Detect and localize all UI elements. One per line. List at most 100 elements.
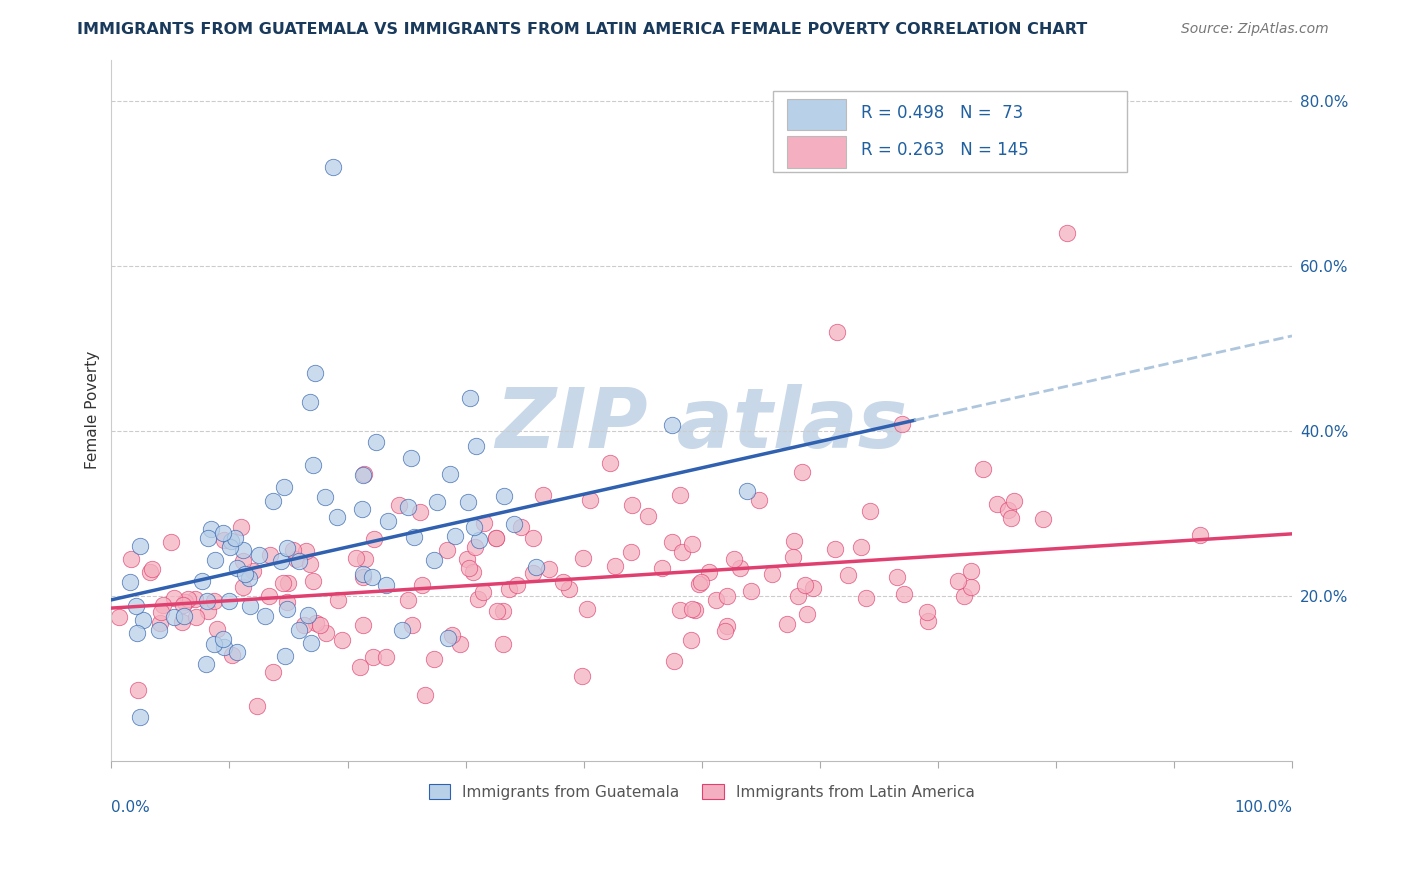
Point	[558, 582, 581, 596]
Point	[363, 532, 385, 546]
Point	[177, 592, 200, 607]
Point	[330, 633, 353, 648]
Point	[120, 574, 142, 589]
Point	[247, 548, 270, 562]
Point	[787, 589, 810, 603]
Point	[538, 562, 561, 576]
Point	[361, 569, 384, 583]
Point	[890, 417, 912, 431]
Point	[125, 626, 148, 640]
Point	[298, 558, 321, 572]
Y-axis label: Female Poverty: Female Poverty	[86, 351, 100, 469]
Point	[205, 623, 228, 637]
Point	[792, 465, 814, 479]
Point	[353, 467, 375, 481]
Point	[681, 537, 703, 551]
Text: R = 0.498   N =  73: R = 0.498 N = 73	[860, 103, 1024, 122]
Point	[661, 535, 683, 549]
Point	[128, 710, 150, 724]
Point	[148, 623, 170, 637]
Text: ZIP atlas: ZIP atlas	[495, 384, 908, 465]
Point	[494, 489, 516, 503]
Point	[681, 601, 703, 615]
Point	[170, 615, 193, 629]
Point	[1056, 226, 1078, 240]
FancyBboxPatch shape	[787, 136, 846, 168]
Point	[194, 657, 217, 671]
Point	[449, 637, 471, 651]
Point	[620, 545, 643, 559]
Point	[128, 539, 150, 553]
Point	[212, 632, 235, 646]
Point	[997, 503, 1019, 517]
Point	[440, 628, 463, 642]
Point	[849, 540, 872, 554]
Point	[463, 565, 485, 579]
Point	[426, 495, 449, 509]
Point	[443, 529, 465, 543]
Point	[697, 565, 720, 579]
Point	[202, 594, 225, 608]
Point	[139, 566, 162, 580]
Point	[456, 551, 478, 566]
Point	[837, 568, 859, 582]
Text: Source: ZipAtlas.com: Source: ZipAtlas.com	[1181, 22, 1329, 37]
Point	[796, 607, 818, 622]
Point	[361, 649, 384, 664]
Point	[716, 619, 738, 633]
Point	[794, 577, 817, 591]
Point	[184, 592, 207, 607]
Point	[620, 498, 643, 512]
Point	[152, 599, 174, 613]
Point	[352, 502, 374, 516]
Point	[396, 500, 419, 514]
Point	[299, 636, 322, 650]
Point	[288, 624, 311, 638]
Point	[917, 615, 939, 629]
Point	[959, 564, 981, 578]
Point	[283, 542, 305, 557]
Point	[352, 467, 374, 482]
Point	[510, 520, 533, 534]
Point	[436, 542, 458, 557]
Point	[953, 589, 976, 603]
Point	[761, 567, 783, 582]
Point	[218, 540, 240, 554]
Text: 0.0%: 0.0%	[111, 799, 150, 814]
Point	[972, 462, 994, 476]
Point	[662, 654, 685, 668]
Point	[354, 552, 377, 566]
Point	[120, 552, 142, 566]
Point	[458, 391, 481, 405]
Point	[946, 574, 969, 588]
Point	[262, 493, 284, 508]
Point	[669, 603, 692, 617]
Point	[498, 582, 520, 596]
Point	[127, 682, 149, 697]
Point	[292, 618, 315, 632]
Point	[270, 554, 292, 568]
Point	[305, 616, 328, 631]
Point	[202, 637, 225, 651]
Point	[651, 561, 673, 575]
Point	[225, 645, 247, 659]
Point	[396, 593, 419, 607]
Point	[349, 660, 371, 674]
Point	[314, 490, 336, 504]
Point	[408, 505, 430, 519]
Point	[524, 560, 547, 574]
Point	[159, 534, 181, 549]
Point	[401, 618, 423, 632]
FancyBboxPatch shape	[772, 91, 1126, 172]
Point	[277, 575, 299, 590]
Point	[197, 531, 219, 545]
Text: 100.0%: 100.0%	[1234, 799, 1292, 814]
Point	[232, 543, 254, 558]
Point	[204, 553, 226, 567]
Point	[603, 558, 626, 573]
Point	[302, 574, 325, 588]
Point	[859, 504, 882, 518]
Point	[439, 467, 461, 481]
Point	[224, 531, 246, 545]
Point	[1189, 528, 1212, 542]
